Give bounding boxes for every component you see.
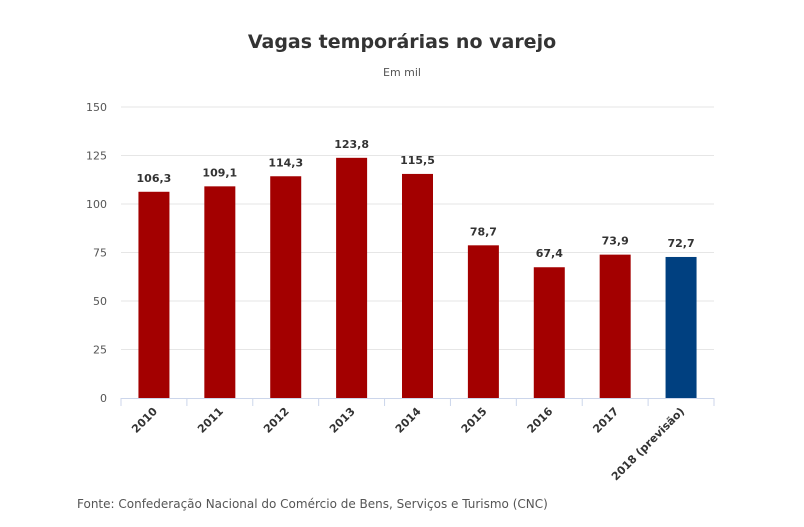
data-label: 78,7	[470, 225, 497, 238]
y-axis-labels: 0 25 50 75 100 125 150	[86, 101, 107, 405]
chart-title: Vagas temporárias no varejo	[247, 31, 557, 53]
data-label: 106,3	[137, 172, 172, 185]
data-labels: 106,3 109,1 114,3 123,8 115,5 78,7 67,4 73,9 72,…	[137, 138, 695, 260]
bar	[270, 176, 302, 398]
data-label: 115,5	[400, 154, 435, 167]
y-tick-label: 0	[100, 392, 107, 405]
data-label: 114,3	[268, 156, 303, 169]
x-tick-label: 2017	[590, 405, 621, 436]
data-label: 123,8	[334, 138, 369, 151]
bar	[204, 186, 236, 398]
bar	[336, 157, 368, 398]
data-label: 73,9	[602, 235, 629, 248]
bar	[467, 245, 499, 398]
bar	[533, 267, 565, 398]
y-tick-label: 150	[86, 101, 107, 114]
bar	[138, 191, 170, 398]
y-tick-label: 25	[93, 344, 107, 357]
y-tick-label: 50	[93, 295, 107, 308]
x-tick-label: 2018 (previsão)	[609, 405, 687, 483]
x-tick-label: 2011	[195, 405, 226, 436]
x-axis	[120, 398, 715, 406]
chart-subtitle: Em mil	[383, 66, 421, 79]
x-tick-label: 2015	[459, 405, 490, 436]
y-tick-label: 100	[86, 198, 107, 211]
bar	[665, 256, 697, 398]
source-note: Fonte: Confederação Nacional do Comércio…	[77, 497, 548, 511]
data-label: 67,4	[536, 247, 563, 260]
x-tick-label: 2012	[261, 405, 292, 436]
x-tick-label: 2014	[393, 405, 424, 436]
bars	[138, 157, 697, 398]
data-label: 72,7	[667, 237, 694, 250]
x-tick-label: 2016	[525, 405, 556, 436]
data-label: 109,1	[202, 166, 237, 179]
y-tick-label: 75	[93, 247, 107, 260]
bar	[599, 254, 631, 398]
bar	[402, 173, 433, 398]
y-tick-label: 125	[86, 150, 107, 163]
x-tick-label: 2010	[129, 405, 160, 436]
x-tick-label: 2013	[327, 405, 358, 436]
